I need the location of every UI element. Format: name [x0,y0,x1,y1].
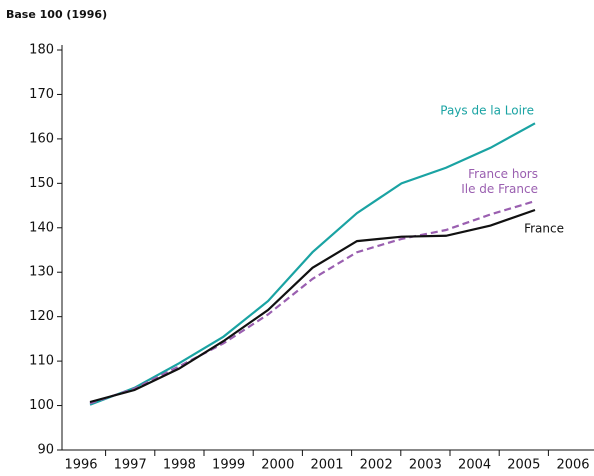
x-tick-label: 2005 [507,458,540,473]
y-tick-label: 170 [29,87,54,102]
series-label-line: France hors [468,167,538,181]
x-tick-label: 2003 [409,458,442,473]
x-tick-label: 1996 [64,458,97,473]
x-tick-label: 2006 [556,458,589,473]
series-label: France [524,222,564,236]
y-tick-label: 120 [29,309,54,324]
series-line [89,200,536,405]
x-tick-label: 2004 [458,458,491,473]
x-tick-label: 2000 [261,458,294,473]
y-tick-label: 180 [29,43,54,58]
x-tick-label: 2001 [310,458,343,473]
x-tick-label: 1997 [114,458,147,473]
x-tick-label: 1999 [212,458,245,473]
y-tick-label: 90 [37,443,54,458]
x-tick-label: 2002 [360,458,393,473]
series-label-line: Ile de France [461,182,538,196]
chart-title: Base 100 (1996) [6,8,107,21]
y-tick-label: 160 [29,131,54,146]
y-tick-label: 110 [29,354,54,369]
y-tick-label: 130 [29,265,54,280]
series-line [89,208,536,404]
series-label: Pays de la Loire [440,104,534,118]
y-tick-label: 100 [29,398,54,413]
series-label: France hors Ile de France [461,167,538,196]
y-tick-label: 150 [29,176,54,191]
x-tick-label: 1998 [163,458,196,473]
y-tick-label: 140 [29,220,54,235]
series-line [89,122,536,406]
